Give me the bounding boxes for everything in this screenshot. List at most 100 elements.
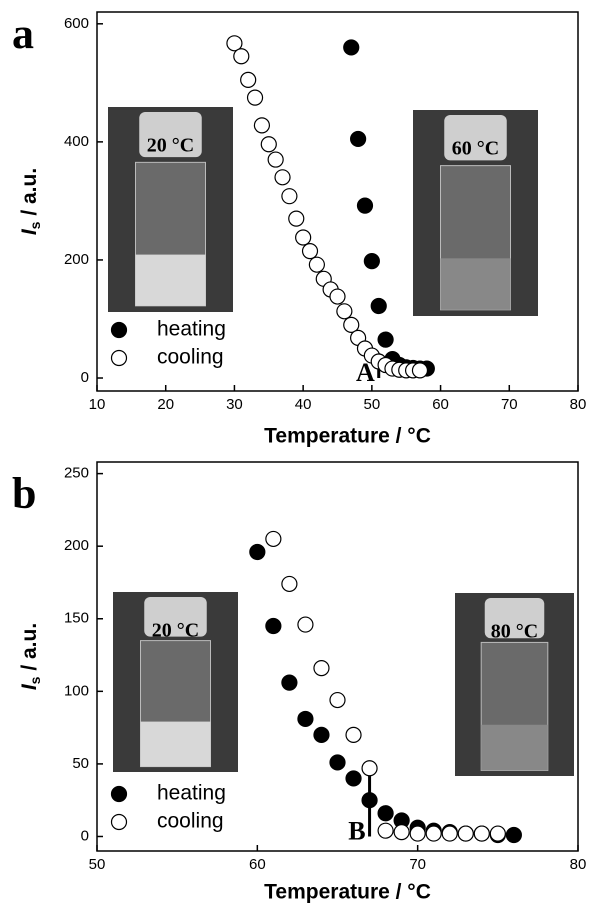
y-tick-label: 100	[64, 682, 89, 699]
vial-cap	[444, 115, 507, 161]
data-point	[295, 229, 312, 246]
data-point	[329, 691, 346, 709]
data-point	[313, 726, 330, 743]
data-point	[363, 253, 380, 270]
data-point	[297, 616, 314, 633]
data-point	[441, 825, 458, 842]
x-tick-label: 70	[409, 856, 426, 873]
annotation-label: A	[356, 358, 375, 387]
vial-liquid	[440, 258, 511, 310]
legend-label: heating	[157, 318, 226, 341]
y-axis-label-part: I	[18, 228, 41, 235]
legend-label: cooling	[157, 810, 224, 833]
x-tick-label: 20	[157, 396, 174, 413]
x-tick-label: 60	[432, 396, 449, 413]
y-tick-label: 200	[64, 537, 89, 554]
y-tick-label: 0	[81, 827, 89, 844]
vial-liquid	[481, 724, 548, 771]
vial-cap	[139, 112, 202, 158]
data-point	[246, 89, 264, 106]
y-axis-label: Is / a.u.	[18, 168, 43, 235]
x-tick-label: 30	[226, 396, 243, 413]
data-point	[370, 297, 387, 315]
data-point	[489, 825, 506, 842]
data-point	[329, 288, 346, 305]
legend-label: heating	[157, 782, 226, 805]
vial-cap	[144, 597, 207, 637]
y-tick-label: 400	[64, 133, 89, 150]
y-axis-label-part: / a.u.	[18, 623, 41, 677]
data-point	[288, 210, 305, 227]
x-tick-label: 80	[570, 856, 587, 873]
data-point	[308, 256, 325, 273]
data-point	[274, 169, 291, 186]
y-axis-label: Is / a.u.	[18, 623, 43, 690]
y-axis-label-part: / a.u.	[18, 168, 41, 222]
data-point	[240, 71, 257, 88]
legend-marker	[110, 813, 128, 831]
data-point	[356, 197, 374, 214]
y-axis-label-part: s	[27, 221, 43, 229]
x-tick-label: 70	[501, 396, 518, 413]
x-tick-label: 50	[364, 396, 381, 413]
x-axis-label: Temperature / °C	[264, 425, 431, 448]
data-point	[226, 35, 243, 52]
annotation-label: B	[348, 816, 365, 845]
y-tick-label: 50	[72, 755, 89, 772]
y-axis-label-part: s	[27, 676, 43, 684]
plot-frame	[96, 461, 579, 852]
data-point	[313, 660, 330, 677]
data-point	[505, 826, 522, 844]
y-axis-label-part: I	[18, 683, 41, 690]
data-point	[336, 303, 353, 320]
data-point	[343, 39, 360, 56]
data-point	[345, 770, 362, 787]
x-axis-label: Temperature / °C	[264, 881, 431, 904]
data-point	[411, 362, 429, 379]
data-point	[345, 726, 362, 743]
data-point	[377, 805, 394, 822]
y-tick-label: 250	[64, 465, 89, 482]
y-tick-label: 150	[64, 610, 89, 627]
legend-marker	[110, 349, 128, 367]
panel-label: b	[12, 469, 36, 518]
data-point	[457, 825, 474, 842]
legend-marker	[110, 321, 128, 339]
panel-label: a	[12, 9, 34, 58]
data-point	[260, 136, 277, 153]
vial-liquid	[140, 721, 211, 767]
data-point	[281, 575, 298, 593]
data-point	[409, 825, 426, 842]
data-point	[267, 151, 284, 168]
vial-cap	[484, 598, 545, 639]
legend-marker	[110, 785, 128, 803]
data-point	[265, 530, 282, 548]
data-point	[233, 48, 250, 65]
data-point	[297, 710, 314, 728]
y-tick-label: 200	[64, 251, 89, 268]
data-point	[377, 331, 394, 348]
x-tick-label: 50	[89, 856, 106, 873]
data-point	[265, 617, 282, 635]
data-point	[253, 117, 271, 134]
legend-label: cooling	[157, 346, 224, 369]
data-point	[361, 760, 378, 777]
y-tick-label: 600	[64, 15, 89, 32]
x-tick-label: 40	[295, 396, 312, 413]
inset-label: 20 °C	[147, 135, 194, 157]
x-tick-label: 80	[570, 396, 587, 413]
plot-frame	[96, 11, 579, 392]
inset-label: 20 °C	[152, 620, 199, 642]
y-tick-label: 0	[81, 369, 89, 386]
data-point	[281, 188, 298, 205]
x-tick-label: 10	[89, 396, 106, 413]
data-point	[343, 316, 360, 333]
data-point	[350, 130, 367, 148]
data-point	[281, 674, 298, 691]
inset-label: 60 °C	[452, 138, 499, 160]
data-point	[301, 242, 319, 260]
data-point	[249, 543, 266, 561]
data-point	[361, 792, 378, 809]
data-point	[329, 754, 346, 771]
